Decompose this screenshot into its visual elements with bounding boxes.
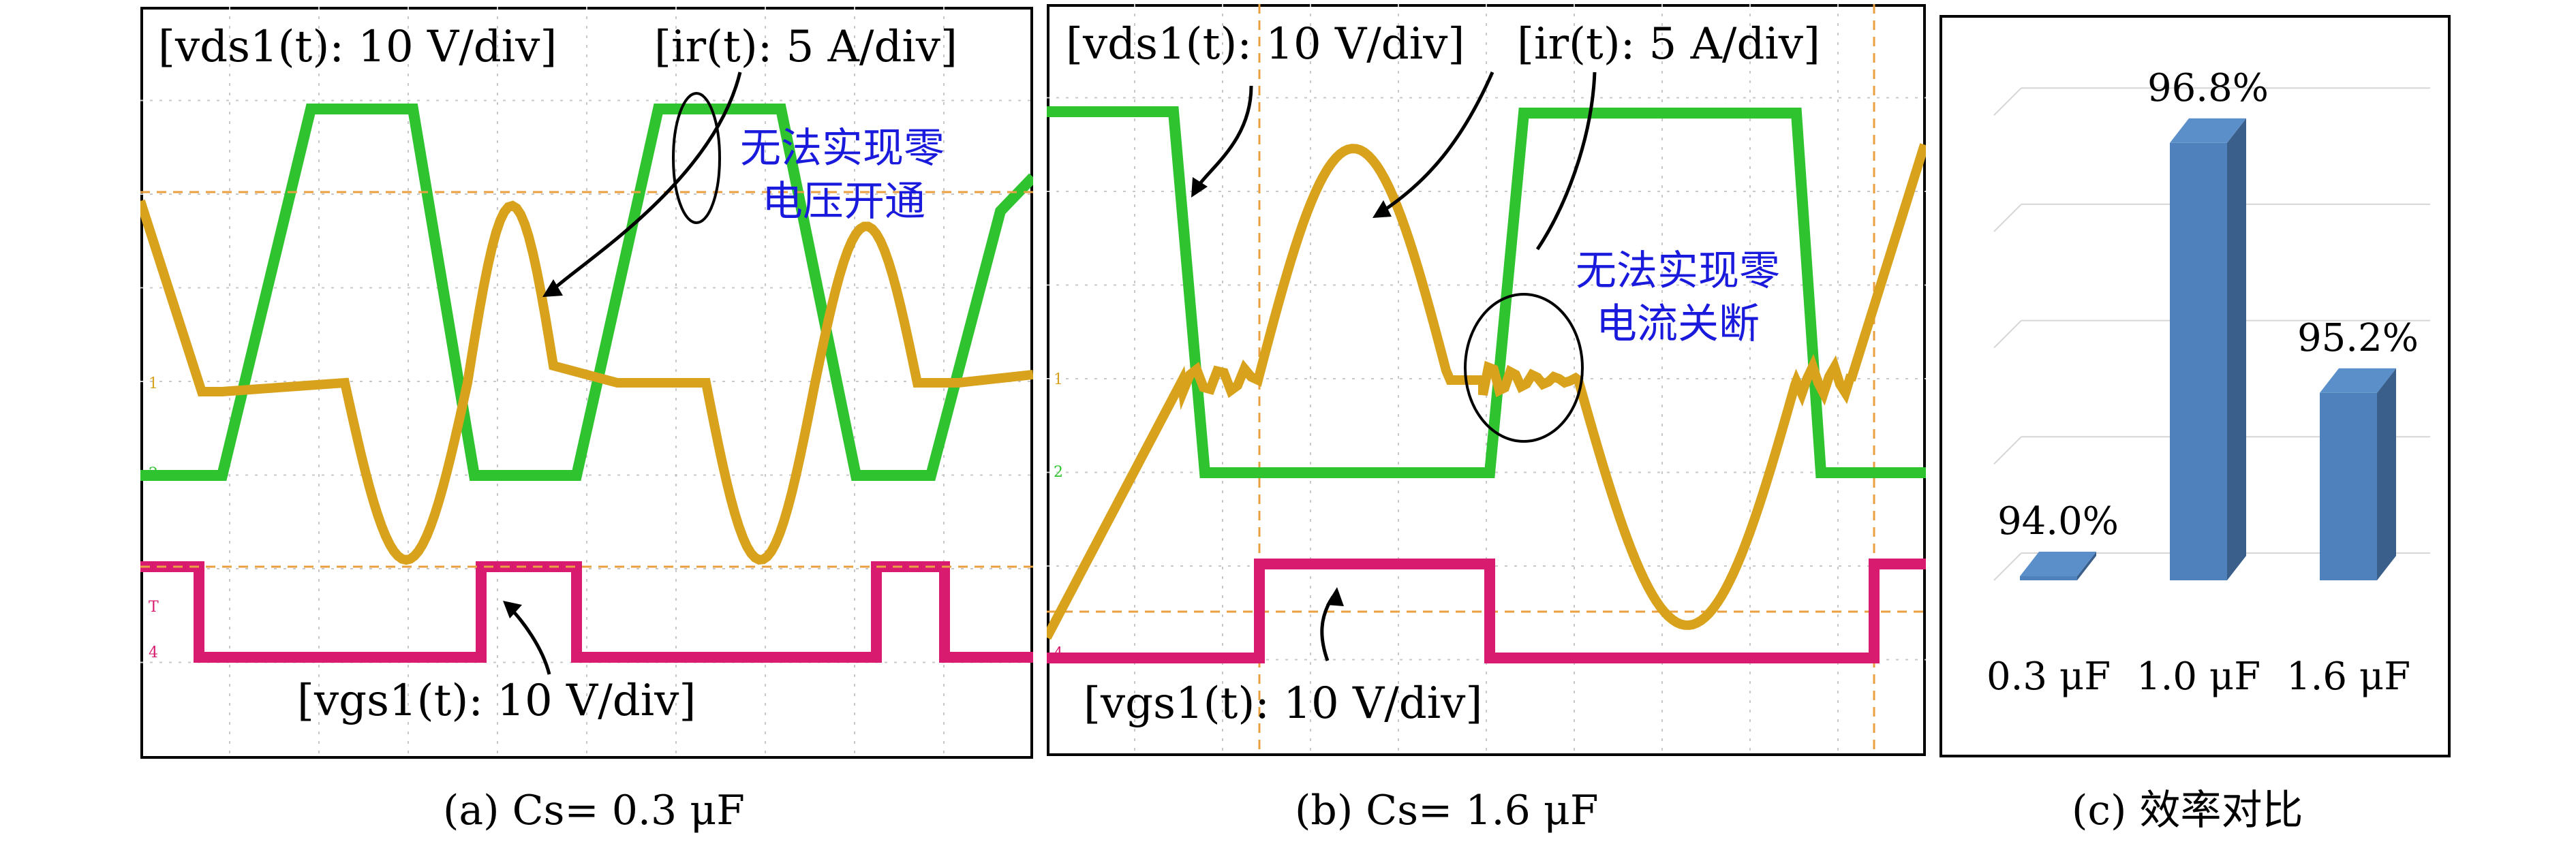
trigger-marker: T [149,599,159,616]
zvs-highlight-ellipse [672,92,721,224]
ch1-marker: 1 [149,375,158,392]
vgs-label: [vgs1(t): 10 V/div] [1084,678,1482,729]
ir-label: [ir(t): 5 A/div] [1517,19,1820,69]
data-label-2: 95.2% [2297,316,2419,360]
note-line-1: 无法实现零 [740,125,945,172]
ir-arrow-2 [1535,72,1597,251]
ir-trace [140,199,1033,565]
ch1-marker: 1 [1054,371,1063,388]
vgs1-trace [140,561,1033,663]
bar-0 [2020,576,2077,580]
gridline [1993,204,2022,232]
bar-top-2 [2320,368,2396,393]
data-label-1: 96.8% [2147,66,2269,110]
bar-side-2 [2377,368,2396,580]
vgs-label: [vgs1(t): 10 V/div] [297,676,696,726]
gridline [1993,87,2022,116]
caption-b: (b) Cs= 1.6 μF [1295,787,1598,834]
panel-b-oscilloscope: 1 2 4 [vds1(t): 10 V/div] [ir(t): 5 A/di… [1047,4,1926,756]
panel-a-oscilloscope: 1 2 T 4 [vds1(t): 10 V/div] [ir(t): 5 A/… [140,7,1033,759]
caption-c: (c) 效率对比 [2072,787,2303,834]
efficiency-bar-chart: 94.0% 96.8% 95.2% 0.3 μF 1.0 μF 1.6 μF [1939,15,2451,757]
gridline [1993,319,2022,349]
bar-side-1 [2227,118,2246,580]
ch2-marker: 2 [149,465,158,482]
gridline [1993,436,2022,465]
note-line-2: 电流关断 [1596,300,1760,348]
chart-category-labels: 0.3 μF 1.0 μF 1.6 μF [1987,655,2410,699]
vds1-trace [1047,106,1926,478]
bar-top-0 [2020,552,2096,576]
vds-label: [vds1(t): 10 V/div] [1066,19,1465,69]
ch4-marker: 4 [149,644,158,661]
chart-data-labels: 94.0% 96.8% 95.2% [1997,66,2419,544]
ir-label: [ir(t): 5 A/div] [654,22,957,72]
category-label-0: 0.3 μF [1987,655,2111,699]
vds-arrow [1195,85,1253,189]
ch2-marker: 2 [1054,464,1063,481]
ch4-marker: 4 [1054,645,1063,662]
category-label-2: 1.6 μF [2286,655,2410,699]
note-line-1: 无法实现零 [1576,247,1780,295]
bar-side-0 [2077,552,2096,580]
data-label-0: 94.0% [1997,499,2119,544]
bar-2 [2320,392,2377,580]
ir-arrow [548,72,742,294]
vds1-trace [140,104,1033,481]
note-line-2: 电压开通 [762,178,925,225]
chart-bars [2020,118,2396,580]
zcs-highlight-ellipse [1464,293,1584,443]
category-label-1: 1.0 μF [2136,655,2260,699]
vds-label: [vds1(t): 10 V/div] [158,22,557,72]
bar-1 [2170,142,2227,580]
bar-top-1 [2170,118,2246,143]
ir-trace [1047,143,1926,640]
ir-arrow [1379,71,1494,215]
caption-a: (a) Cs= 0.3 μF [443,787,745,834]
caption-row: (a) Cs= 0.3 μF (b) Cs= 1.6 μF (c) 效率对比 [443,787,2303,834]
vgs1-trace [1047,559,1926,663]
gridline [1993,552,2022,581]
